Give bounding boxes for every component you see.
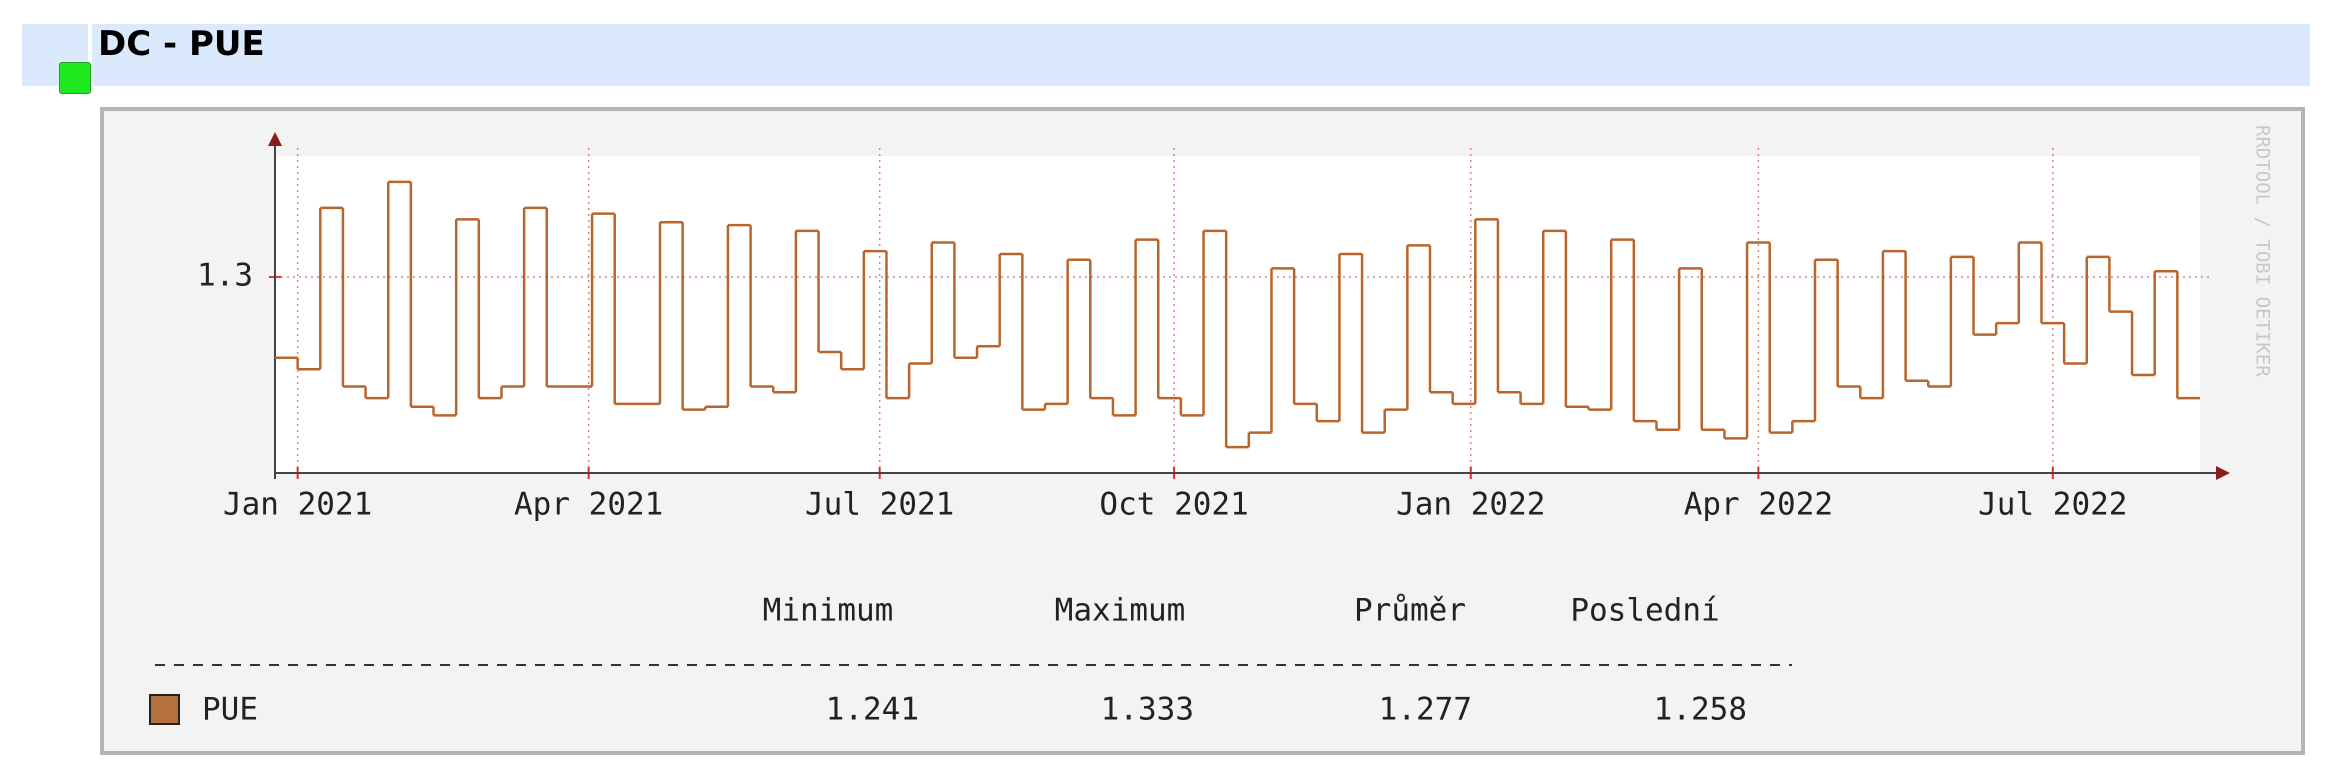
x-tick-label: Oct 2021 — [1099, 487, 1248, 523]
y-tick-label: 1.3 — [197, 258, 253, 294]
plot-area — [275, 156, 2200, 473]
legend-column-header: Minimum — [763, 593, 894, 629]
legend-value: 1.333 — [1101, 692, 1194, 728]
x-tick-label: Jul 2021 — [805, 487, 954, 523]
legend-column-header: Maximum — [1055, 593, 1186, 629]
status-cell — [22, 24, 91, 94]
legend-value: 1.241 — [826, 692, 919, 728]
legend-column-header: Poslední — [1570, 593, 1719, 629]
x-tick-label: Jul 2022 — [1978, 487, 2127, 523]
legend-swatch — [149, 694, 180, 725]
x-tick-label: Jan 2021 — [223, 487, 372, 523]
status-icon — [59, 62, 91, 94]
watermark: RRDTOOL / TOBI OETIKER — [2252, 125, 2274, 377]
header-title: DC - PUE — [98, 24, 265, 64]
x-tick-label: Jan 2022 — [1396, 487, 1545, 523]
x-tick-label: Apr 2021 — [514, 487, 663, 523]
legend-value: 1.277 — [1379, 692, 1472, 728]
legend-name: PUE — [202, 692, 258, 728]
y-axis-arrow — [268, 132, 282, 146]
legend-column-header: Průměr — [1354, 593, 1466, 629]
x-axis-arrow — [2216, 466, 2230, 480]
x-tick-label: Apr 2022 — [1684, 487, 1833, 523]
legend-value: 1.258 — [1654, 692, 1747, 728]
header-bar: DC - PUE — [92, 24, 2310, 86]
